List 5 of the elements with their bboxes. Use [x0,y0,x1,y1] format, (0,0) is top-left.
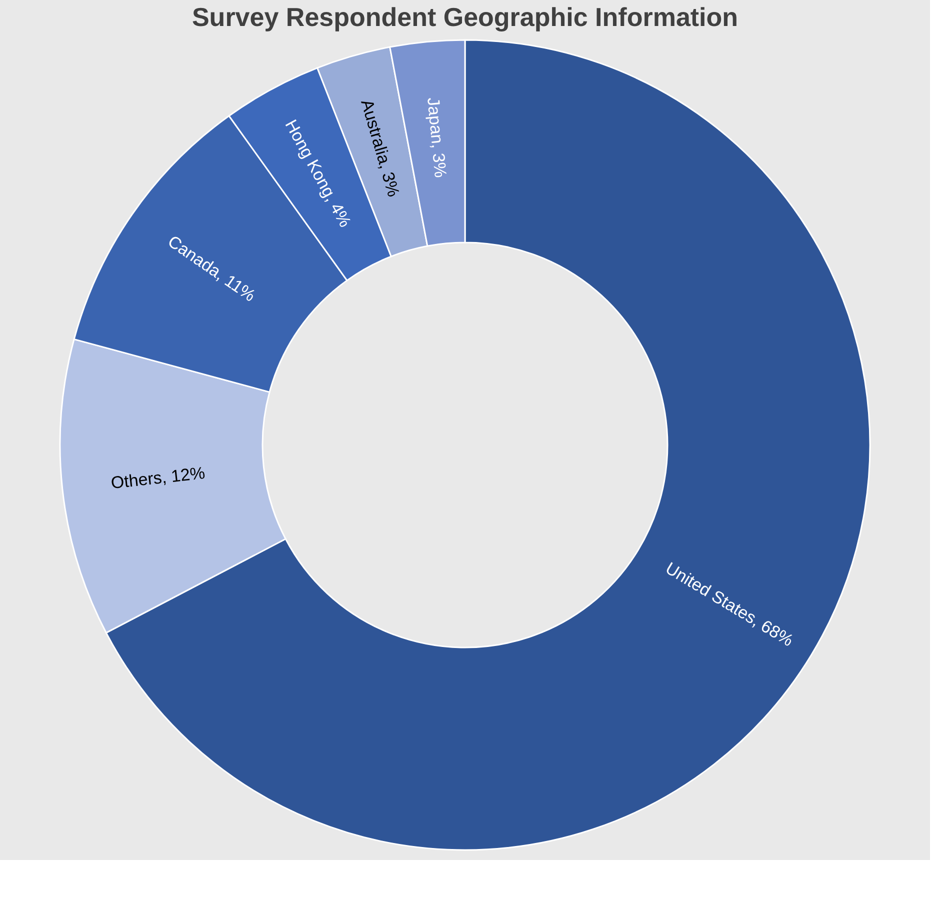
slice-label: Australia, 3% [357,97,404,199]
chart-title: Survey Respondent Geographic Information [192,2,738,32]
slice-label: Hong Kong, 4% [281,116,355,230]
slice-label: Others, 12% [110,463,206,493]
slice-label: Japan, 3% [424,96,450,178]
